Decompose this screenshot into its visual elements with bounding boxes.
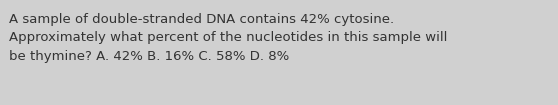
- Text: A sample of double-stranded DNA contains 42% cytosine.
Approximately what percen: A sample of double-stranded DNA contains…: [9, 13, 448, 63]
